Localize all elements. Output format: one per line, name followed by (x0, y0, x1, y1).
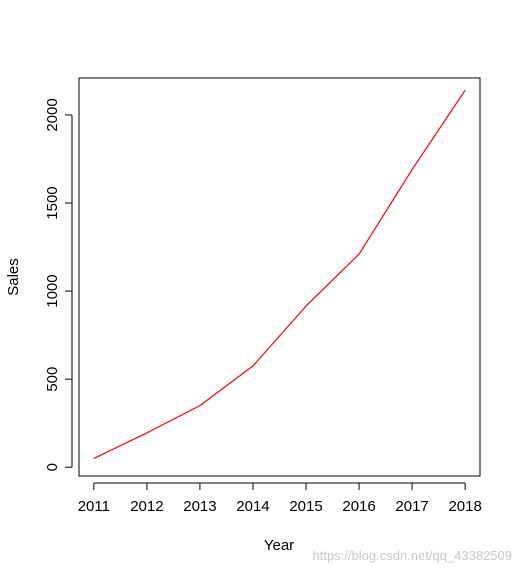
y-tick-label: 500 (44, 367, 61, 392)
plot-frame (78, 77, 481, 477)
y-tick-label: 0 (44, 463, 61, 471)
x-tick-label: 2011 (78, 498, 110, 515)
x-tick-label: 2015 (289, 498, 322, 515)
x-tick-label: 2014 (236, 498, 269, 515)
sales-series-line (93, 89, 466, 459)
watermark-text: https://blog.csdn.net/qq_43382509 (313, 548, 513, 563)
series-layer (93, 89, 466, 459)
y-axis-title: Sales (5, 258, 22, 296)
x-tick-label: 2012 (130, 498, 163, 515)
x-tick-label: 2016 (342, 498, 375, 515)
y-tick-label: 2000 (44, 98, 61, 131)
x-axis-title: Year (264, 537, 294, 554)
y-tick-label: 1500 (44, 186, 61, 219)
x-axis: 2011 2012 2013 2014 2015 2016 2017 2018 (78, 482, 482, 515)
x-tick-label: 2017 (395, 498, 428, 515)
x-tick-label: 2013 (183, 498, 216, 515)
y-tick-label: 1000 (44, 274, 61, 307)
y-axis: 0 500 1000 1500 2000 (44, 98, 73, 471)
x-tick-label: 2018 (448, 498, 481, 515)
